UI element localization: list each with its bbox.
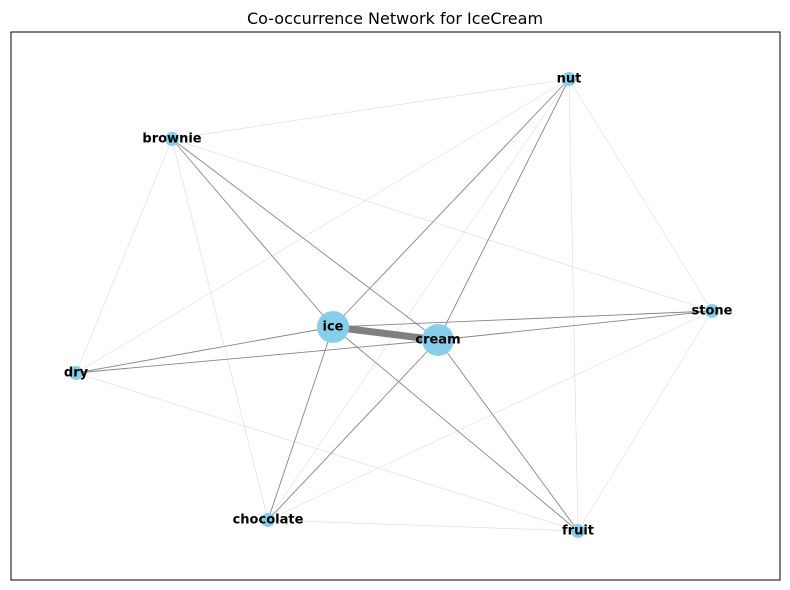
node-label-nut: nut [557,72,582,87]
edge-ice-chocolate [267,326,334,521]
edge-nut-dry [75,78,570,374]
edge-nut-chocolate [267,78,570,521]
node-chocolate [261,513,275,527]
node-label-chocolate: chocolate [233,513,304,528]
edge-cream-brownie [171,138,439,341]
edge-cream-stone [437,310,713,341]
edge-cream-dry [75,339,439,374]
node-fruit [571,524,585,538]
node-brownie [165,132,179,146]
edge-nut-brownie [171,78,570,140]
node-label-ice: ice [323,320,344,335]
node-stone [705,304,719,318]
labels-layer: ice cream nut brownie stone dry chocolate fruit [64,72,733,539]
edge-cream-nut [437,78,570,341]
edge-nut-fruit [568,78,579,532]
edge-ice-nut [332,78,570,328]
nodes-layer [69,72,719,538]
edge-nut-stone [568,78,713,312]
node-label-dry: dry [64,366,89,381]
node-label-fruit: fruit [562,524,594,539]
edge-cream-chocolate [267,339,439,521]
edge-cream-fruit [437,339,579,532]
node-dry [69,366,83,380]
edges-layer [75,78,713,532]
node-nut [562,72,576,86]
plot-frame [10,31,781,581]
edge-stone-fruit [577,310,713,532]
edge-chocolate-fruit [267,519,579,532]
node-ice [317,311,349,343]
edge-brownie-stone [171,138,713,312]
node-label-brownie: brownie [142,132,201,147]
node-label-stone: stone [692,304,733,319]
edge-brownie-dry [75,138,173,374]
edge-ice-cream [332,323,439,344]
edge-ice-brownie [171,138,334,328]
edge-stone-chocolate [267,310,713,521]
edge-ice-dry [75,326,334,374]
node-cream [422,324,454,356]
edge-dry-fruit [75,372,579,532]
edge-ice-fruit [332,326,579,532]
edge-brownie-chocolate [171,138,269,521]
diagram-title: Co-occurrence Network for IceCream [247,9,543,28]
node-label-cream: cream [415,333,460,348]
edge-ice-stone [332,310,713,328]
